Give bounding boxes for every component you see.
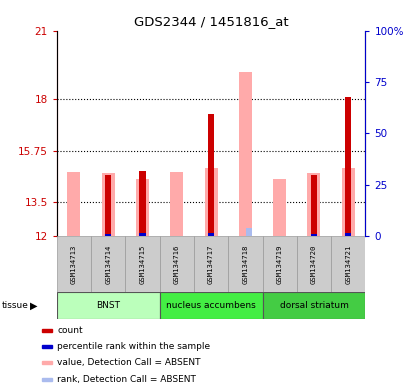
Bar bbox=[42, 361, 52, 364]
Title: GDS2344 / 1451816_at: GDS2344 / 1451816_at bbox=[134, 15, 289, 28]
Bar bbox=[262, 236, 297, 292]
Text: tissue: tissue bbox=[2, 301, 29, 310]
Text: GSM134713: GSM134713 bbox=[71, 244, 77, 284]
Bar bbox=[273, 179, 286, 236]
Text: ▶: ▶ bbox=[30, 300, 38, 310]
Bar bbox=[208, 233, 214, 236]
Bar bbox=[345, 97, 352, 236]
Bar bbox=[102, 174, 115, 236]
Text: GSM134715: GSM134715 bbox=[139, 244, 145, 284]
Bar bbox=[194, 236, 228, 292]
Bar bbox=[208, 114, 214, 236]
Bar bbox=[228, 236, 262, 292]
Bar bbox=[262, 292, 365, 319]
Bar bbox=[170, 172, 183, 236]
Bar bbox=[160, 236, 194, 292]
Bar bbox=[42, 345, 52, 348]
Bar bbox=[42, 329, 52, 331]
Bar bbox=[91, 236, 125, 292]
Bar bbox=[139, 171, 146, 236]
Bar bbox=[105, 175, 111, 236]
Bar bbox=[239, 72, 252, 236]
Bar bbox=[205, 168, 218, 236]
Bar bbox=[57, 236, 91, 292]
Text: GSM134718: GSM134718 bbox=[242, 244, 248, 284]
Bar bbox=[311, 175, 317, 236]
Text: GSM134714: GSM134714 bbox=[105, 244, 111, 284]
Bar bbox=[136, 179, 149, 236]
Text: percentile rank within the sample: percentile rank within the sample bbox=[57, 342, 210, 351]
Text: nucleus accumbens: nucleus accumbens bbox=[166, 301, 256, 310]
Bar bbox=[342, 168, 355, 236]
Text: GSM134716: GSM134716 bbox=[174, 244, 180, 284]
Bar bbox=[42, 378, 52, 381]
Text: GSM134720: GSM134720 bbox=[311, 244, 317, 284]
Bar bbox=[67, 172, 80, 236]
Bar bbox=[307, 174, 320, 236]
Text: rank, Detection Call = ABSENT: rank, Detection Call = ABSENT bbox=[57, 375, 196, 384]
Bar bbox=[160, 292, 262, 319]
Bar bbox=[105, 234, 111, 236]
Bar bbox=[331, 236, 365, 292]
Bar bbox=[57, 292, 160, 319]
Bar bbox=[246, 228, 252, 236]
Text: GSM134721: GSM134721 bbox=[345, 244, 351, 284]
Text: BNST: BNST bbox=[96, 301, 120, 310]
Bar bbox=[345, 233, 352, 236]
Text: GSM134717: GSM134717 bbox=[208, 244, 214, 284]
Bar bbox=[297, 236, 331, 292]
Text: count: count bbox=[57, 326, 83, 334]
Bar bbox=[311, 234, 317, 236]
Text: GSM134719: GSM134719 bbox=[277, 244, 283, 284]
Bar bbox=[125, 236, 160, 292]
Bar bbox=[139, 233, 146, 236]
Text: value, Detection Call = ABSENT: value, Detection Call = ABSENT bbox=[57, 358, 201, 367]
Text: dorsal striatum: dorsal striatum bbox=[280, 301, 348, 310]
